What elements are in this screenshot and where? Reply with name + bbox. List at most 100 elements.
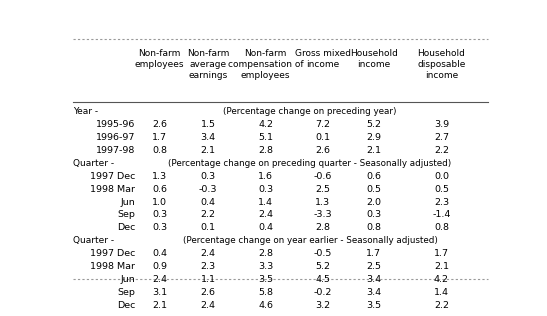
Text: 1.7: 1.7 — [152, 133, 167, 142]
Text: 3.9: 3.9 — [434, 120, 449, 129]
Text: 1.4: 1.4 — [258, 198, 273, 207]
Text: 0.3: 0.3 — [152, 210, 167, 219]
Text: 0.0: 0.0 — [434, 172, 449, 181]
Text: Sep: Sep — [118, 210, 135, 219]
Text: 3.4: 3.4 — [201, 133, 216, 142]
Text: 3.5: 3.5 — [258, 275, 273, 284]
Text: (Percentage change on preceding year): (Percentage change on preceding year) — [223, 107, 397, 116]
Text: 2.3: 2.3 — [201, 262, 216, 271]
Text: 3.2: 3.2 — [315, 301, 330, 310]
Text: Sep: Sep — [118, 288, 135, 297]
Text: 1998 Mar: 1998 Mar — [90, 185, 135, 194]
Text: 2.8: 2.8 — [315, 223, 330, 232]
Text: 4.6: 4.6 — [258, 301, 273, 310]
Text: 2.5: 2.5 — [315, 185, 330, 194]
Text: 2.8: 2.8 — [258, 146, 273, 155]
Text: 4.5: 4.5 — [315, 275, 330, 284]
Text: 1.7: 1.7 — [434, 249, 449, 258]
Text: 0.8: 0.8 — [152, 146, 167, 155]
Text: 2.4: 2.4 — [201, 301, 216, 310]
Text: 2.6: 2.6 — [152, 120, 167, 129]
Text: 0.9: 0.9 — [152, 262, 167, 271]
Text: 2.5: 2.5 — [366, 262, 381, 271]
Text: 5.1: 5.1 — [258, 133, 273, 142]
Text: (Percentage change on preceding quarter - Seasonally adjusted): (Percentage change on preceding quarter … — [168, 159, 452, 168]
Text: 2.1: 2.1 — [434, 262, 449, 271]
Text: -0.6: -0.6 — [313, 172, 332, 181]
Text: 2.8: 2.8 — [258, 249, 273, 258]
Text: 1.7: 1.7 — [366, 249, 381, 258]
Text: 0.8: 0.8 — [366, 223, 381, 232]
Text: 1.5: 1.5 — [201, 120, 216, 129]
Text: 2.1: 2.1 — [366, 146, 381, 155]
Text: 0.1: 0.1 — [315, 133, 330, 142]
Text: 3.4: 3.4 — [366, 275, 381, 284]
Text: Household
income: Household income — [350, 49, 398, 69]
Text: 1995-96: 1995-96 — [96, 120, 135, 129]
Text: 3.1: 3.1 — [152, 288, 167, 297]
Text: -1.4: -1.4 — [432, 210, 451, 219]
Text: 1.6: 1.6 — [258, 172, 273, 181]
Text: 2.3: 2.3 — [434, 198, 449, 207]
Text: 0.3: 0.3 — [201, 172, 216, 181]
Text: Year -: Year - — [73, 107, 98, 116]
Text: 1997 Dec: 1997 Dec — [90, 172, 135, 181]
Text: -0.2: -0.2 — [313, 288, 332, 297]
Text: 5.2: 5.2 — [315, 262, 330, 271]
Text: 2.7: 2.7 — [434, 133, 449, 142]
Text: 0.5: 0.5 — [434, 185, 449, 194]
Text: 2.4: 2.4 — [258, 210, 273, 219]
Text: 0.1: 0.1 — [201, 223, 216, 232]
Text: 1.3: 1.3 — [315, 198, 330, 207]
Text: 0.4: 0.4 — [201, 198, 216, 207]
Text: 2.1: 2.1 — [201, 146, 216, 155]
Text: 3.4: 3.4 — [366, 288, 381, 297]
Text: 4.2: 4.2 — [434, 275, 449, 284]
Text: 2.6: 2.6 — [201, 288, 216, 297]
Text: 1998 Mar: 1998 Mar — [90, 262, 135, 271]
Text: Gross mixed
income: Gross mixed income — [295, 49, 351, 69]
Text: 2.0: 2.0 — [366, 198, 381, 207]
Text: Jun: Jun — [120, 198, 135, 207]
Text: 1.1: 1.1 — [201, 275, 216, 284]
Text: 1997-98: 1997-98 — [96, 146, 135, 155]
Text: 0.5: 0.5 — [366, 185, 381, 194]
Text: (Percentage change on year earlier - Seasonally adjusted): (Percentage change on year earlier - Sea… — [183, 236, 438, 245]
Text: 0.3: 0.3 — [258, 185, 273, 194]
Text: 2.4: 2.4 — [201, 249, 216, 258]
Text: 2.2: 2.2 — [434, 301, 449, 310]
Text: -3.3: -3.3 — [313, 210, 332, 219]
Text: 3.3: 3.3 — [258, 262, 273, 271]
Text: 2.9: 2.9 — [366, 133, 381, 142]
Text: -0.3: -0.3 — [199, 185, 218, 194]
Text: 3.5: 3.5 — [366, 301, 381, 310]
Text: 2.6: 2.6 — [315, 146, 330, 155]
Text: 0.6: 0.6 — [366, 172, 381, 181]
Text: Dec: Dec — [117, 223, 135, 232]
Text: Non-farm
compensation of
employees: Non-farm compensation of employees — [228, 49, 304, 80]
Text: 2.2: 2.2 — [201, 210, 216, 219]
Text: 5.8: 5.8 — [258, 288, 273, 297]
Text: 2.2: 2.2 — [434, 146, 449, 155]
Text: 1.3: 1.3 — [152, 172, 167, 181]
Text: 0.8: 0.8 — [434, 223, 449, 232]
Text: 5.2: 5.2 — [366, 120, 381, 129]
Text: Quarter -: Quarter - — [73, 159, 114, 168]
Text: Quarter -: Quarter - — [73, 236, 114, 245]
Text: 1.4: 1.4 — [434, 288, 449, 297]
Text: 2.1: 2.1 — [152, 301, 167, 310]
Text: Household
disposable
income: Household disposable income — [417, 49, 465, 80]
Text: 1.0: 1.0 — [152, 198, 167, 207]
Text: Jun: Jun — [120, 275, 135, 284]
Text: 2.4: 2.4 — [152, 275, 167, 284]
Text: Non-farm
average
earnings: Non-farm average earnings — [187, 49, 229, 80]
Text: 0.6: 0.6 — [152, 185, 167, 194]
Text: 0.3: 0.3 — [366, 210, 381, 219]
Text: 0.3: 0.3 — [152, 223, 167, 232]
Text: 0.4: 0.4 — [258, 223, 273, 232]
Text: -0.5: -0.5 — [313, 249, 332, 258]
Text: Non-farm
employees: Non-farm employees — [135, 49, 184, 69]
Text: 7.2: 7.2 — [315, 120, 330, 129]
Text: 1996-97: 1996-97 — [96, 133, 135, 142]
Text: 1997 Dec: 1997 Dec — [90, 249, 135, 258]
